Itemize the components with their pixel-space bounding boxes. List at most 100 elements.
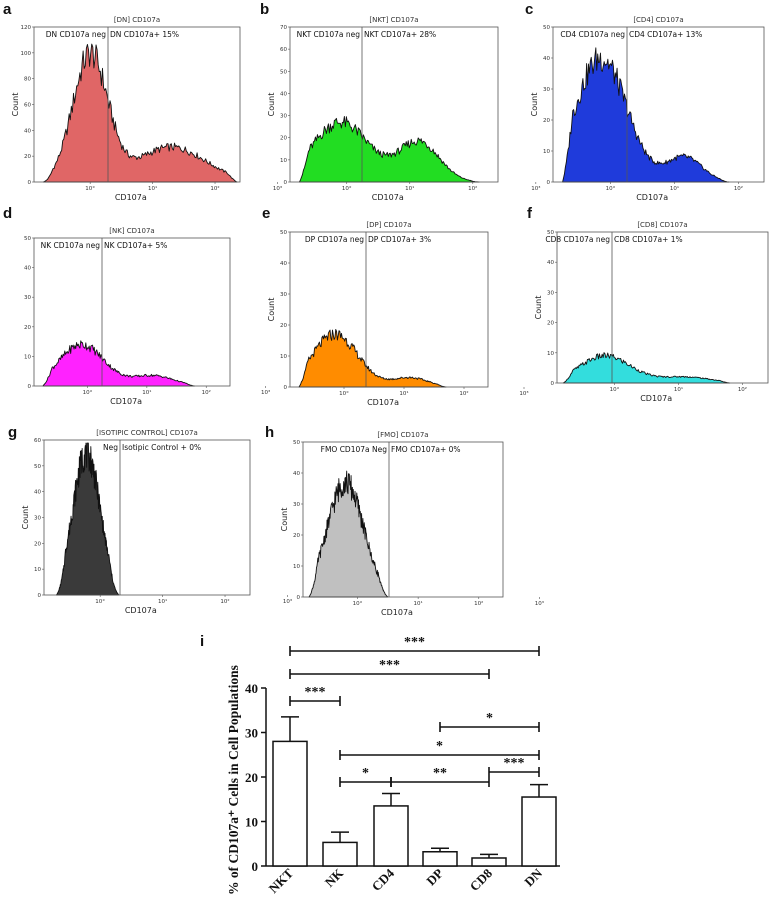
y-tick-label: 40 (280, 261, 287, 267)
x-tick-label: 10³ (519, 390, 528, 397)
x-tick-label: 10¹ (670, 185, 679, 192)
plot-title: [ISOTIPIC CONTROL] CD107a (96, 429, 198, 437)
y-tick-label: 0 (284, 385, 288, 391)
y-tick-label: 30 (547, 290, 554, 296)
y-tick-label: 100 (21, 51, 32, 57)
x-tick-label: 10¹ (399, 390, 408, 397)
y-tick-label: 70 (280, 25, 287, 31)
x-tick-label: 10³ (535, 600, 544, 607)
x-tick-label: 10° (353, 601, 363, 607)
y-tick-label: 20 (24, 154, 31, 160)
y-tick-label: 10 (280, 158, 287, 164)
plot-frame (302, 441, 504, 598)
x-tick-label: CD4 (369, 865, 398, 894)
y-tick-label: 0 (284, 180, 288, 186)
panel-label: d (3, 205, 12, 222)
y-tick-label: 20 (280, 136, 287, 142)
gate-label-pos: FMO CD107a+ 0% (391, 445, 461, 454)
plot-title: [NKT] CD107a (369, 16, 418, 24)
x-tick-label: NKT (266, 865, 297, 896)
gate-label-pos: NK CD107a+ 5% (104, 241, 167, 250)
gate-label-neg: NK CD107a neg (41, 241, 101, 250)
x-tick-label: 10° (85, 186, 95, 192)
y-tick-label: 30 (280, 292, 287, 298)
plot-frame (552, 26, 765, 183)
panel-h: h [FMO] CD107a FMO CD107a Neg FMO CD107a+ 0… (265, 424, 544, 617)
bar-cd8 (471, 857, 507, 867)
gate-label-neg: CD8 CD107a neg (545, 235, 610, 244)
x-axis-label: CD107a (115, 193, 147, 202)
panel-label: i (200, 633, 204, 650)
x-axis-label: CD107a (372, 193, 404, 202)
panel-label: h (265, 424, 274, 441)
gate-label-pos: DN CD107a+ 15% (110, 30, 179, 39)
x-tick-label: 10³ (283, 598, 292, 605)
plot-title: [FMO] CD107a (377, 431, 428, 439)
plot-title: [CD4] CD107a (633, 16, 683, 24)
x-tick-label: 10¹ (674, 386, 683, 393)
y-tick-label: 50 (547, 230, 554, 236)
x-axis-label: CD107a (636, 193, 668, 202)
y-axis-label: Count (267, 298, 276, 322)
x-tick-label: 10¹ (405, 185, 414, 192)
y-tick-label: 10 (280, 354, 287, 360)
x-tick-label: DP (423, 865, 446, 888)
panel-i: i 0 10 20 30 40 % of CD107a⁺ Cells in Cell Pop… (200, 633, 560, 896)
significance-label: *** (379, 658, 400, 673)
y-tick-label: 0 (297, 595, 301, 601)
y-tick-label: 0 (551, 381, 555, 387)
histogram-area (308, 470, 389, 598)
histogram-area (299, 115, 480, 183)
y-tick-label: 60 (280, 47, 287, 53)
y-tick-label: 30 (543, 87, 550, 93)
x-tick-label: CD8 (467, 865, 496, 894)
y-tick-label: 20 (280, 323, 287, 329)
panel-d: d [NK] CD107a NK CD107a neg NK CD107a+ 5% 0 1… (3, 205, 270, 406)
y-tick-label: 80 (24, 77, 31, 83)
y-axis-label: Count (21, 506, 30, 530)
x-axis-label: CD107a (110, 397, 142, 406)
panel-g: g [ISOTIPIC CONTROL] CD107a Neg Isotipic Co… (8, 424, 292, 615)
gate-label-pos: CD8 CD107a+ 1% (614, 235, 683, 244)
y-tick-label: 50 (293, 440, 300, 446)
y-tick-label: 0 (547, 180, 551, 186)
bar-nkt (272, 740, 308, 867)
bar-nk (322, 841, 358, 867)
y-tick-label: 20 (543, 118, 550, 124)
plot-frame (289, 231, 489, 388)
x-tick-label: 10° (339, 391, 349, 397)
y-tick-label: 40 (24, 128, 31, 134)
plot-frame (33, 237, 231, 387)
y-tick-label: 0 (28, 384, 32, 390)
plot-frame (556, 231, 769, 384)
panel-label: b (260, 1, 269, 18)
x-tick-label: 10³ (261, 389, 270, 396)
significance-label: *** (305, 685, 326, 700)
x-tick-label: 10² (210, 185, 219, 192)
y-tick-label: 40 (543, 56, 550, 62)
x-axis-label: CD107a (367, 398, 399, 407)
gate-label-neg: CD4 CD107a neg (560, 30, 625, 39)
y-tick-label: 30 (293, 502, 300, 508)
plot-title: [NK] CD107a (109, 227, 154, 235)
y-tick-label: 0 (38, 593, 42, 599)
significance-label: * (486, 711, 493, 726)
x-axis-label: CD107a (381, 608, 413, 617)
plot-title: [DN] CD107a (114, 16, 160, 24)
x-tick-label: 10¹ (142, 389, 151, 396)
y-tick-label: 50 (34, 464, 41, 470)
panel-f: f [CD8] CD107a CD8 CD107a neg CD8 CD107a+ 1… (527, 205, 769, 403)
bar-dp (422, 851, 458, 867)
x-tick-label: 10² (474, 600, 483, 607)
y-axis-label: Count (534, 296, 543, 320)
y-tick-label: 20 (245, 770, 258, 785)
y-tick-label: 10 (24, 354, 31, 360)
bar-dn (521, 796, 557, 867)
panel-label: a (3, 1, 12, 18)
panel-label: g (8, 424, 17, 441)
histogram-area (562, 47, 730, 183)
significance-label: *** (404, 635, 425, 650)
plot-frame (289, 26, 499, 183)
